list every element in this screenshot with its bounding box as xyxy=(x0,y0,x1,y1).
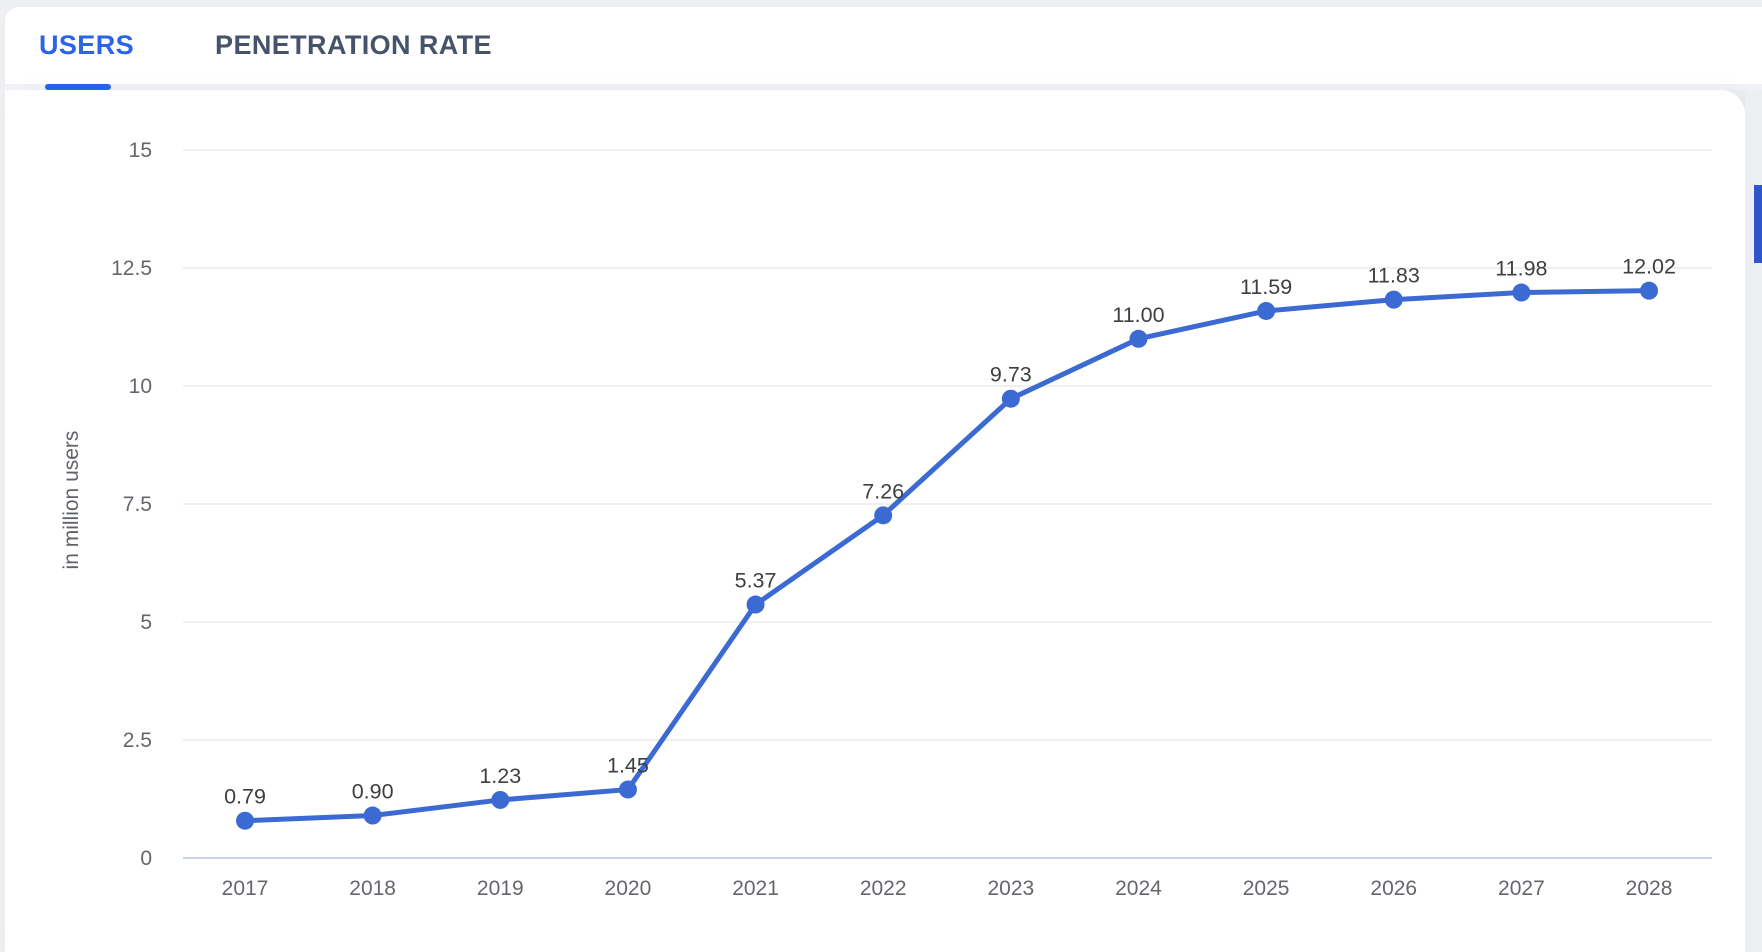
tab-track xyxy=(5,84,1762,90)
data-point-2018[interactable] xyxy=(363,806,382,825)
data-point-2022[interactable] xyxy=(874,506,893,525)
chart-tab-bar: USERS PENETRATION RATE xyxy=(5,7,1762,90)
page-right-gutter xyxy=(1745,90,1762,952)
chart-card xyxy=(5,90,1745,952)
tab-users[interactable]: USERS xyxy=(39,30,135,60)
tab-list: USERS PENETRATION RATE xyxy=(5,7,1762,84)
tab-penetration-rate[interactable]: PENETRATION RATE xyxy=(215,30,492,60)
data-point-2020[interactable] xyxy=(618,780,637,799)
data-point-2019[interactable] xyxy=(491,790,510,809)
data-point-2027[interactable] xyxy=(1512,283,1531,302)
scrollbar-thumb[interactable] xyxy=(1754,185,1762,263)
data-point-2017[interactable] xyxy=(236,811,254,830)
data-point-2021[interactable] xyxy=(746,595,765,614)
active-tab-underline xyxy=(45,84,111,90)
data-point-2028[interactable] xyxy=(1640,281,1659,300)
data-point-2025[interactable] xyxy=(1257,301,1276,320)
data-point-2023[interactable] xyxy=(1001,389,1020,408)
data-point-2024[interactable] xyxy=(1129,329,1148,348)
data-point-2026[interactable] xyxy=(1384,290,1403,309)
